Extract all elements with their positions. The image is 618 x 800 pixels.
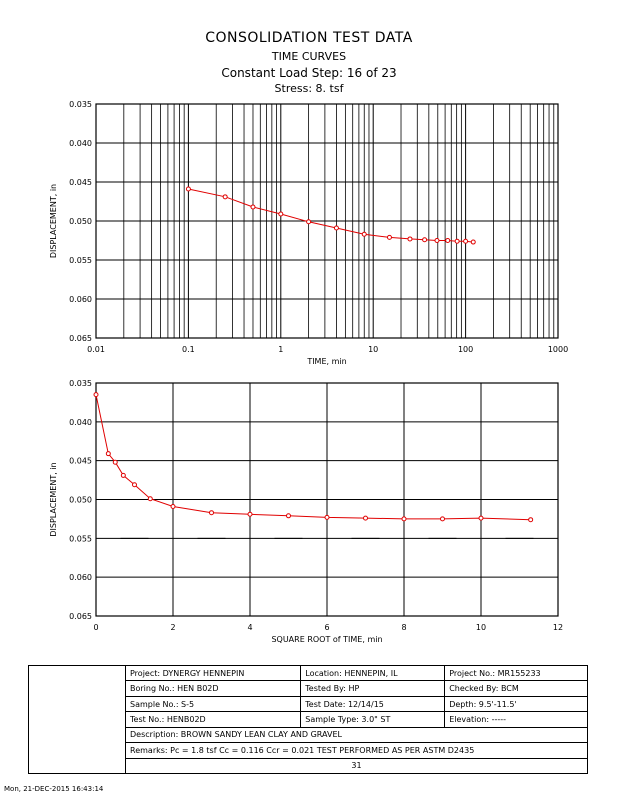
data-point: [250, 204, 256, 210]
y-tick-label: 0.060: [69, 573, 92, 582]
data-point: [445, 238, 451, 243]
y-tick-label: 0.045: [69, 457, 92, 466]
checked-by-cell: Checked By: BCM: [444, 680, 588, 697]
data-point: [361, 231, 367, 237]
y-tick-label: 0.040: [69, 139, 92, 148]
y-tick-label: 0.055: [69, 256, 92, 265]
data-point: [112, 459, 118, 465]
data-point: [528, 517, 534, 523]
x-tick-label: 10: [368, 345, 378, 354]
test-no-cell: Test No.: HENB02D: [124, 711, 302, 728]
data-point: [222, 194, 228, 200]
y-tick-label: 0.035: [69, 379, 92, 388]
load-step-label: Constant Load Step: 16 of 23: [221, 66, 397, 80]
plot-frame: [95, 382, 559, 617]
x-tick-label: 1000: [548, 345, 568, 354]
x-axis-label: TIME, min: [306, 357, 346, 366]
test-date-cell: Test Date: 12/14/15: [300, 695, 446, 713]
description-cell: Description: BROWN SANDY LEAN CLAY AND G…: [125, 726, 588, 744]
data-point: [278, 211, 284, 217]
y-tick-label: 0.060: [69, 295, 92, 304]
x-tick-label: 0.01: [87, 345, 105, 354]
y-tick-label: 0.050: [69, 217, 92, 226]
data-point: [306, 219, 312, 225]
x-tick-label: 0: [93, 623, 98, 632]
y-tick-label: 0.065: [69, 334, 92, 343]
data-point: [434, 238, 440, 243]
y-tick-label: 0.050: [69, 496, 92, 505]
y-axis-label: DISPLACEMENT, in: [49, 184, 58, 258]
data-point: [286, 513, 291, 519]
data-point: [132, 482, 137, 488]
remarks-cell: Remarks: Pc = 1.8 tsf Cc = 0.116 Ccr = 0…: [125, 742, 588, 759]
data-point: [422, 237, 428, 243]
location-cell: Location: HENNEPIN, IL: [300, 664, 446, 682]
series-line: [95, 394, 531, 521]
x-tick-label: 1: [278, 345, 283, 354]
elevation-cell: Elevation: -----: [444, 711, 588, 728]
boring-cell: Boring No.: HEN B02D: [124, 680, 302, 697]
data-point: [105, 451, 111, 457]
x-tick-label: 0.1: [182, 345, 195, 354]
data-point: [209, 510, 214, 516]
project-cell: Project: DYNERGY HENNEPIN: [124, 664, 302, 682]
x-tick-label: 100: [458, 345, 473, 354]
data-point: [440, 516, 445, 522]
data-point: [247, 511, 253, 517]
data-point: [407, 236, 413, 242]
x-tick-label: 4: [247, 623, 252, 632]
depth-cell: Depth: 9.5'-11.5': [444, 695, 588, 713]
project-no-cell: Project No.: MR155233: [444, 664, 588, 682]
x-tick-label: 10: [476, 623, 486, 632]
data-point: [324, 514, 330, 520]
y-tick-label: 0.045: [69, 178, 92, 187]
data-point: [363, 515, 368, 521]
y-axis-label: DISPLACEMENT, in: [49, 462, 58, 536]
data-point: [463, 238, 469, 244]
data-point: [386, 234, 392, 240]
y-tick-label: 0.040: [69, 418, 92, 427]
plot-frame: [95, 103, 559, 339]
sample-cell: Sample No.: S-5: [124, 695, 302, 713]
info-table: Project: DYNERGY HENNEPIN Location: HENN…: [28, 664, 588, 775]
data-point: [454, 238, 460, 244]
data-point: [147, 496, 153, 502]
data-point: [120, 472, 126, 478]
data-point: [470, 239, 476, 245]
x-tick-label: 12: [553, 623, 563, 632]
data-point: [185, 186, 191, 192]
x-axis-label: SQUARE ROOT of TIME, min: [271, 635, 382, 644]
x-tick-label: 6: [324, 623, 329, 632]
chart-title: CONSOLIDATION TEST DATA: [205, 30, 413, 46]
data-point: [401, 516, 407, 522]
x-tick-label: 2: [170, 623, 175, 632]
data-point: [170, 503, 176, 509]
logo-cell: [28, 665, 126, 774]
chart-subtitle: TIME CURVES: [271, 50, 347, 63]
series-line: [188, 188, 474, 243]
y-tick-label: 0.055: [69, 534, 92, 543]
data-point: [333, 225, 339, 231]
timestamp: Mon, 21-DEC-2015 16:43:14: [4, 785, 104, 793]
sample-type-cell: Sample Type: 3.0" ST: [300, 711, 446, 728]
stress-label: Stress: 8. tsf: [274, 82, 344, 95]
y-tick-label: 0.065: [69, 612, 92, 621]
y-tick-label: 0.035: [69, 100, 92, 109]
tested-by-cell: Tested By: HP: [300, 680, 446, 697]
data-point: [93, 392, 99, 398]
x-tick-label: 8: [401, 623, 406, 632]
figure-number: 31: [125, 757, 588, 775]
data-point: [478, 515, 484, 521]
